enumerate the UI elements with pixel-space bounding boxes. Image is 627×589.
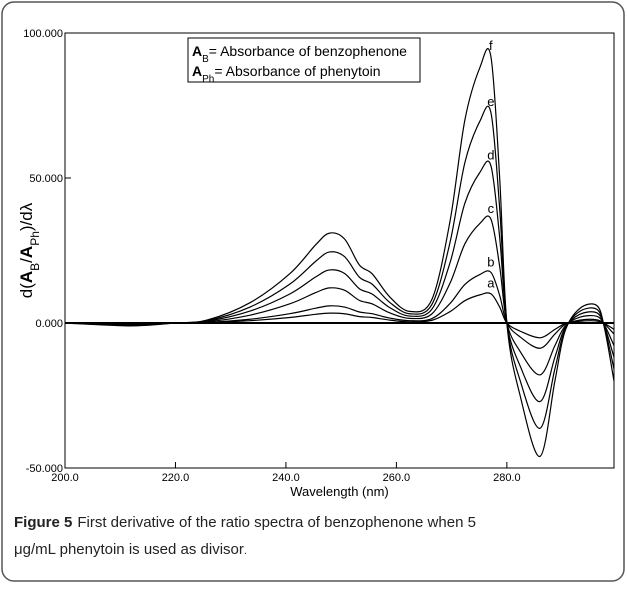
- x-tick-label: 220.0: [162, 472, 190, 484]
- x-tick-label: 260.0: [383, 472, 411, 484]
- legend-text: = Absorbance of benzophenone: [209, 43, 407, 59]
- x-tick-label: 240.0: [272, 472, 300, 484]
- y-axis-label: d(AB/APh)/dλ: [17, 202, 42, 298]
- series-label: b: [487, 254, 494, 269]
- series-line: [64, 160, 615, 403]
- y-axis-label-part: )/dλ: [17, 202, 36, 231]
- x-axis-label: Wavelength (nm): [290, 484, 389, 499]
- caption-end: .: [244, 545, 247, 557]
- x-tick-label: 200.0: [51, 472, 79, 484]
- x-tick-label: 280.0: [493, 472, 521, 484]
- plot: [64, 48, 615, 458]
- legend-entry: AB= Absorbance of benzophenone: [192, 43, 407, 65]
- caption-text-line: First derivative of the ratio spectra of…: [77, 514, 476, 531]
- y-tick-label: 0.000: [35, 318, 63, 330]
- caption-label: Figure 5: [14, 514, 72, 531]
- y-axis-label-part: A: [17, 271, 36, 283]
- series-line: [64, 292, 615, 339]
- legend-symbol: A: [192, 63, 202, 79]
- y-axis-label-part: d(: [17, 283, 36, 298]
- y-tick-label: 50.000: [29, 173, 63, 185]
- series-label: c: [488, 201, 495, 216]
- legend-text: = Absorbance of phenytoin: [214, 63, 380, 79]
- series-line: [64, 105, 615, 429]
- legend-box: [187, 37, 421, 83]
- series-label: d: [487, 148, 494, 163]
- y-tick-label: 100.000: [23, 28, 63, 40]
- series-label: f: [489, 38, 493, 53]
- y-axis-label-part: B: [28, 263, 42, 271]
- y-axis-label-part: A: [17, 246, 36, 258]
- legend-subscript: B: [202, 54, 209, 65]
- y-axis-label-part: Ph: [28, 231, 42, 246]
- series-label: e: [487, 94, 494, 109]
- series-line: [64, 215, 615, 376]
- legend-symbol: A: [192, 43, 202, 59]
- caption-line-2: μg/mL phenytoin is used as divisor.: [14, 541, 247, 558]
- caption: Figure 5 First derivative of the ratio sp…: [14, 514, 476, 531]
- series-label: a: [487, 276, 495, 291]
- plot-frame: [64, 32, 615, 469]
- legend-subscript: Ph: [202, 74, 214, 85]
- legend-entry: APh= Absorbance of phenytoin: [192, 63, 381, 85]
- y-tick-label: -50.000: [26, 463, 63, 475]
- y-axis-label-part: /: [17, 258, 36, 263]
- series-line: [64, 270, 615, 349]
- series-line: [64, 48, 615, 458]
- caption-text-cont: μg/mL phenytoin is used as divisor: [14, 541, 244, 558]
